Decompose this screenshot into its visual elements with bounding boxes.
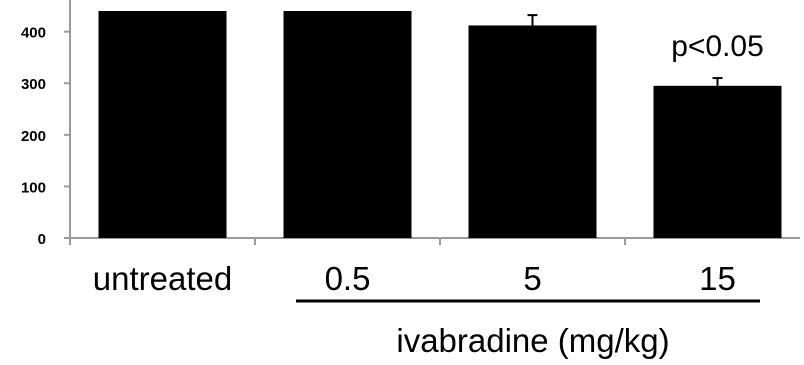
y-tick-label: 200 [21,128,46,145]
x-tick-label: 15 [699,260,736,297]
y-axis: 0 100 200 300 400 [21,0,71,248]
bar-5 [468,25,597,239]
x-tick-label: 5 [523,260,541,297]
x-tick-label: untreated [93,260,232,297]
bar-untreated [98,11,227,238]
significance-annotation: p<0.05 [671,30,764,63]
bars [98,11,782,239]
y-tick-label: 400 [21,25,46,42]
y-tick-label: 300 [21,76,46,93]
error-bars [527,14,723,86]
group-label: ivabradine (mg/kg) [396,322,669,359]
category-labels: untreated 0.5 5 15 [93,260,736,297]
bar-0.5 [283,11,412,238]
x-tick-label: 0.5 [325,260,371,297]
y-tick-label: 100 [21,179,46,196]
bar-15 [653,85,782,238]
y-tick-label: 0 [38,231,46,248]
x-axis [69,237,800,245]
